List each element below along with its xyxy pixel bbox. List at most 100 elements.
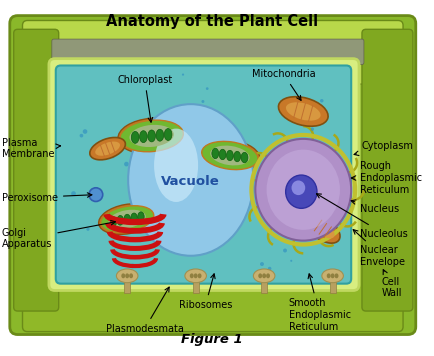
Text: Chloroplast: Chloroplast — [117, 75, 172, 122]
Ellipse shape — [278, 97, 327, 126]
Ellipse shape — [266, 273, 270, 278]
Ellipse shape — [262, 273, 266, 278]
Ellipse shape — [205, 87, 208, 90]
Ellipse shape — [285, 102, 320, 121]
Ellipse shape — [125, 273, 129, 278]
FancyBboxPatch shape — [10, 16, 415, 335]
Ellipse shape — [318, 108, 322, 112]
Ellipse shape — [283, 248, 286, 252]
Ellipse shape — [124, 214, 130, 224]
Ellipse shape — [124, 162, 128, 167]
Ellipse shape — [129, 125, 174, 147]
Ellipse shape — [255, 139, 350, 241]
Text: Mitochondria: Mitochondria — [251, 69, 315, 100]
Ellipse shape — [181, 73, 184, 76]
FancyBboxPatch shape — [56, 66, 350, 284]
FancyBboxPatch shape — [13, 29, 59, 311]
Ellipse shape — [258, 273, 262, 278]
Bar — [260, 276, 266, 293]
Ellipse shape — [334, 273, 338, 278]
Ellipse shape — [301, 99, 303, 102]
Ellipse shape — [260, 262, 263, 266]
Bar — [192, 276, 198, 293]
Text: Anatomy of the Plant Cell: Anatomy of the Plant Cell — [106, 14, 318, 28]
Text: Plasma
Membrane: Plasma Membrane — [2, 138, 60, 159]
Ellipse shape — [233, 151, 240, 162]
Ellipse shape — [201, 141, 257, 169]
Ellipse shape — [79, 134, 83, 137]
Ellipse shape — [82, 129, 87, 134]
Text: Nucleolus: Nucleolus — [316, 194, 407, 239]
Ellipse shape — [310, 127, 313, 131]
Ellipse shape — [184, 269, 206, 283]
Ellipse shape — [253, 269, 274, 283]
Ellipse shape — [193, 273, 197, 278]
Ellipse shape — [129, 273, 133, 278]
Ellipse shape — [110, 217, 116, 226]
Ellipse shape — [71, 191, 76, 196]
Ellipse shape — [121, 273, 125, 278]
Ellipse shape — [108, 210, 145, 229]
Text: Golgi
Apparatus: Golgi Apparatus — [2, 220, 115, 250]
Ellipse shape — [319, 99, 323, 103]
Ellipse shape — [291, 180, 305, 195]
Ellipse shape — [131, 213, 137, 223]
Ellipse shape — [201, 100, 204, 103]
Bar — [329, 276, 335, 293]
Ellipse shape — [305, 215, 339, 243]
Ellipse shape — [266, 150, 339, 230]
Ellipse shape — [219, 149, 226, 160]
Ellipse shape — [330, 273, 334, 278]
Ellipse shape — [111, 155, 115, 158]
Ellipse shape — [86, 227, 89, 231]
Text: Peroxisome: Peroxisome — [2, 193, 92, 203]
Ellipse shape — [95, 142, 120, 156]
Text: Nuclear
Envelope: Nuclear Envelope — [352, 230, 404, 267]
FancyBboxPatch shape — [361, 29, 412, 311]
Ellipse shape — [211, 148, 218, 159]
FancyBboxPatch shape — [23, 21, 402, 84]
Text: Vacuole: Vacuole — [161, 176, 220, 188]
Ellipse shape — [321, 269, 342, 283]
Ellipse shape — [100, 206, 153, 232]
Ellipse shape — [139, 131, 147, 143]
Ellipse shape — [120, 120, 183, 152]
Text: Plasmodesmata: Plasmodesmata — [105, 287, 183, 334]
Ellipse shape — [118, 118, 185, 154]
Ellipse shape — [189, 273, 193, 278]
Ellipse shape — [148, 130, 155, 142]
Ellipse shape — [89, 188, 102, 201]
Ellipse shape — [116, 269, 138, 283]
Text: Cytoplasm: Cytoplasm — [353, 141, 413, 156]
Ellipse shape — [267, 267, 271, 270]
Ellipse shape — [164, 129, 171, 140]
Text: Cell
Wall: Cell Wall — [381, 270, 401, 298]
Bar — [124, 276, 130, 293]
Ellipse shape — [130, 263, 135, 268]
Ellipse shape — [99, 204, 155, 234]
Ellipse shape — [326, 273, 330, 278]
Text: Smooth
Endoplasmic
Reticulum: Smooth Endoplasmic Reticulum — [288, 274, 350, 331]
Ellipse shape — [138, 212, 144, 221]
Ellipse shape — [128, 104, 253, 256]
Ellipse shape — [156, 129, 163, 141]
FancyBboxPatch shape — [49, 59, 358, 290]
Ellipse shape — [289, 260, 292, 262]
Text: Nucleus: Nucleus — [350, 200, 398, 214]
Ellipse shape — [210, 146, 249, 166]
Text: Rough
Endoplasmic
Reticulum: Rough Endoplasmic Reticulum — [351, 161, 421, 195]
Text: Figure 1: Figure 1 — [181, 333, 243, 346]
FancyBboxPatch shape — [52, 39, 363, 64]
Ellipse shape — [199, 140, 260, 172]
Ellipse shape — [226, 150, 233, 161]
Ellipse shape — [89, 137, 125, 160]
Ellipse shape — [117, 215, 123, 225]
Ellipse shape — [310, 219, 334, 238]
FancyBboxPatch shape — [23, 261, 402, 331]
Ellipse shape — [197, 273, 201, 278]
Ellipse shape — [285, 175, 316, 208]
Ellipse shape — [240, 152, 247, 163]
Text: Ribosomes: Ribosomes — [178, 274, 232, 310]
Ellipse shape — [131, 131, 138, 143]
Ellipse shape — [154, 129, 197, 202]
